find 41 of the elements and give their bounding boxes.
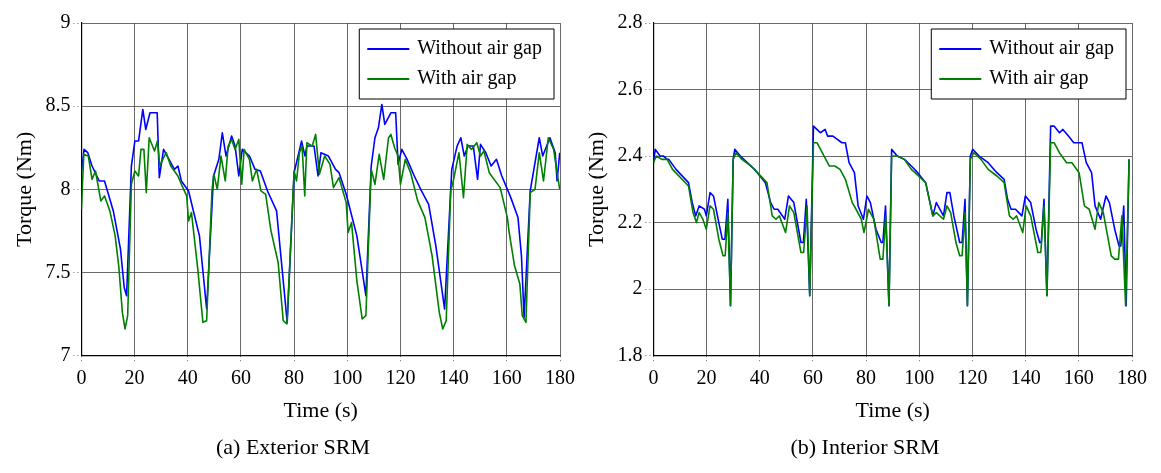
x-tick-label: 140 bbox=[438, 365, 469, 388]
x-tick-label: 160 bbox=[491, 365, 522, 388]
y-tick-label: 2.8 bbox=[617, 10, 643, 33]
x-tick-label: 160 bbox=[1063, 365, 1094, 388]
x-tick-label: 0 bbox=[76, 365, 87, 388]
x-tick-label: 120 bbox=[957, 365, 988, 388]
text: (a) Exterior SRM bbox=[215, 434, 371, 460]
legend-label: With air gap bbox=[417, 66, 517, 90]
y-tick-label: 7 bbox=[60, 342, 71, 365]
y-tick-label: 7.5 bbox=[45, 259, 71, 282]
text: (b) Interior SRM bbox=[789, 434, 941, 460]
x-tick-label: 100 bbox=[332, 365, 363, 388]
y-tick-label: 2 bbox=[632, 276, 643, 299]
x-tick-label: 40 bbox=[177, 365, 198, 388]
x-tick-label: 120 bbox=[385, 365, 416, 388]
x-axis-title: Time (s) bbox=[283, 396, 358, 422]
y-tick-label: 2.6 bbox=[617, 76, 643, 99]
x-tick-label: 100 bbox=[904, 365, 935, 388]
y-axis-title: Torque (Nm) bbox=[582, 131, 608, 247]
x-tick-label: 60 bbox=[230, 365, 251, 388]
legend-label: With air gap bbox=[989, 66, 1089, 90]
x-tick-label: 60 bbox=[802, 365, 823, 388]
x-tick-label: 20 bbox=[124, 365, 145, 388]
y-tick-label: 9 bbox=[60, 10, 71, 33]
x-tick-label: 40 bbox=[749, 365, 770, 388]
y-tick-label: 2.2 bbox=[617, 209, 643, 232]
x-tick-label: 180 bbox=[1117, 365, 1147, 388]
y-axis-title: Torque (Nm) bbox=[10, 131, 36, 247]
x-tick-label: 140 bbox=[1010, 365, 1041, 388]
x-tick-label: 180 bbox=[545, 365, 575, 388]
x-axis-title: Time (s) bbox=[855, 396, 930, 422]
x-tick-label: 80 bbox=[856, 365, 877, 388]
x-tick-label: 20 bbox=[696, 365, 717, 388]
y-tick-label: 8 bbox=[60, 176, 71, 199]
y-tick-label: 2.4 bbox=[617, 143, 643, 166]
legend-label: Without air gap bbox=[989, 36, 1114, 60]
x-tick-label: 0 bbox=[648, 365, 659, 388]
x-tick-label: 80 bbox=[284, 365, 305, 388]
y-tick-label: 1.8 bbox=[617, 342, 643, 365]
legend-label: Without air gap bbox=[417, 36, 542, 60]
y-tick-label: 8.5 bbox=[45, 93, 71, 116]
